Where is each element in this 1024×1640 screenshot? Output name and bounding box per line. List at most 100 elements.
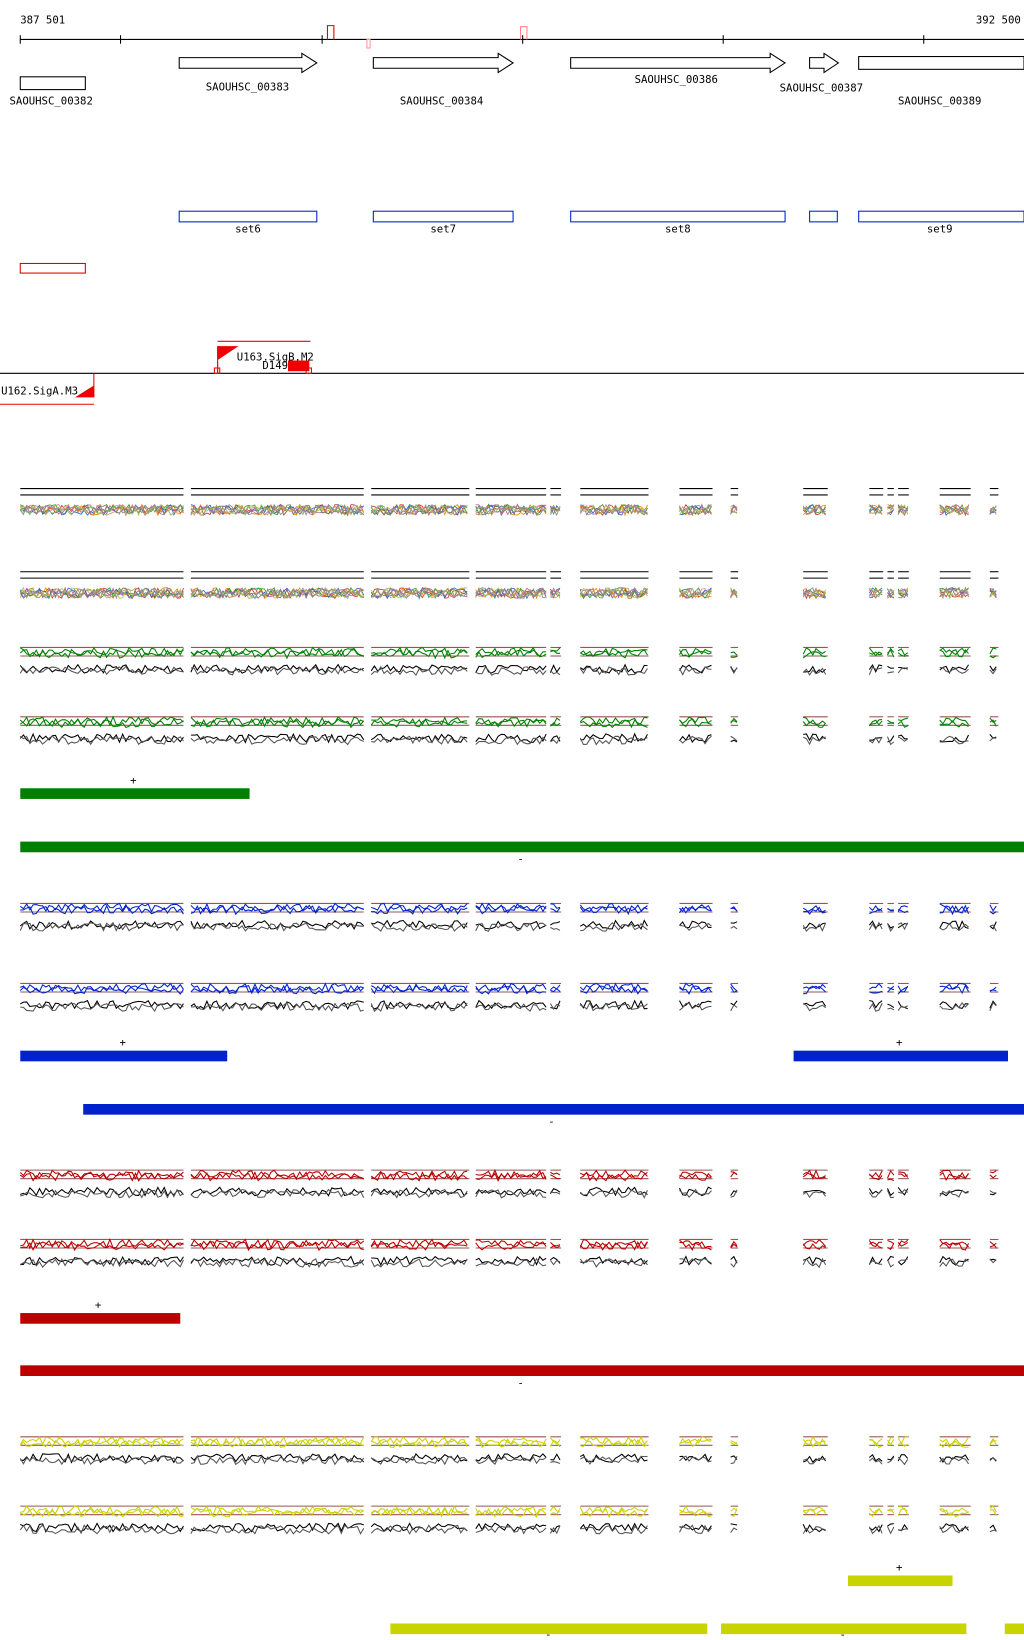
signal-trace [370,983,468,993]
signal-trace [580,921,648,932]
strand-bar [1004,1623,1024,1635]
signal-trace [803,665,826,674]
signal-trace [190,718,364,729]
signal-trace [939,1436,969,1446]
signal-trace [20,503,184,516]
signal-trace [886,1169,895,1179]
signal-trace [730,921,738,924]
signal-trace [869,1439,883,1449]
signal-trace [679,1510,712,1517]
signal-trace [802,587,826,600]
signal-trace [19,648,184,659]
signal-trace [579,1240,648,1251]
signal-trace [868,664,883,674]
signal-trace [579,1189,648,1199]
signal-trace [20,1238,184,1250]
signal-trace [580,732,648,743]
signal-trace [989,668,997,675]
signal-trace [679,587,712,600]
signal-trace [989,1505,997,1513]
signal-trace [897,922,909,931]
signal-trace [886,1526,895,1535]
signal-trace [550,926,561,931]
marker [520,26,528,40]
signal-trace [190,503,364,517]
signal-trace [190,663,364,674]
signal-trace [887,907,894,912]
signal-trace [475,1506,547,1516]
gene-arrow [372,52,515,74]
signal-trace [550,1174,561,1180]
signal-trace [803,716,826,725]
signal-trace [802,1003,826,1012]
signal-trace [898,590,909,599]
signal-trace [679,982,712,992]
signal-trace [730,1455,738,1465]
signal-trace [475,646,547,657]
signal-trace [19,503,184,516]
signal-trace [190,666,365,676]
signal-trace [19,1455,184,1466]
signal-trace [475,1456,547,1465]
signal-trace [730,666,738,675]
set-box [570,210,786,223]
signal-trace [679,1241,712,1251]
signal-trace [475,920,547,930]
set-box [809,210,838,223]
signal-trace [803,922,826,929]
signal-trace [679,1453,712,1463]
signal-trace [939,904,970,916]
signal-trace [730,1189,738,1198]
signal-trace [803,1000,827,1007]
signal-trace [730,720,738,723]
signal-trace [887,1240,895,1245]
signal-trace [679,1258,712,1266]
signal-trace [989,924,997,932]
signal-trace [475,736,547,746]
signal-trace [190,902,364,913]
gene-label: SAOUHSC_00383 [206,80,289,93]
signal-trace [730,1527,738,1533]
signal-trace [371,1255,468,1267]
signal-trace [549,1259,561,1266]
signal-trace [679,920,712,929]
signal-trace [370,984,468,995]
signal-trace [989,655,997,659]
signal-trace [939,1508,969,1518]
strand-label: - [548,1115,554,1128]
signal-trace [19,1172,184,1182]
signal-trace [989,1190,997,1194]
signal-trace [370,1241,468,1251]
signal-trace [679,735,712,745]
signal-trace [550,736,561,745]
signal-trace [887,588,895,598]
signal-trace [887,671,894,674]
signal-trace [868,1189,883,1198]
signal-trace [939,1001,969,1011]
signal-trace [887,1003,895,1009]
set-label: set8 [665,222,691,235]
signal-trace [475,505,547,516]
signal-trace [887,649,895,658]
signal-trace [939,1242,970,1251]
set-label: set9 [927,222,953,235]
signal-trace [475,999,547,1010]
signal-trace [897,985,909,993]
signal-trace [897,648,909,656]
signal-trace [730,1255,738,1264]
signal-trace [475,902,547,913]
signal-trace [869,736,883,744]
signal-trace [897,667,908,674]
signal-trace [898,1528,908,1531]
signal-trace [887,1523,894,1527]
signal-trace [475,985,547,995]
signal-trace [886,1259,895,1268]
signal-trace [989,1174,997,1179]
signal-trace [371,919,468,930]
signal-trace [868,508,883,514]
signal-trace [20,1186,184,1197]
signal-trace [549,664,561,674]
signal-trace [730,1243,738,1249]
signal-trace [939,920,969,931]
signal-trace [370,1258,468,1268]
